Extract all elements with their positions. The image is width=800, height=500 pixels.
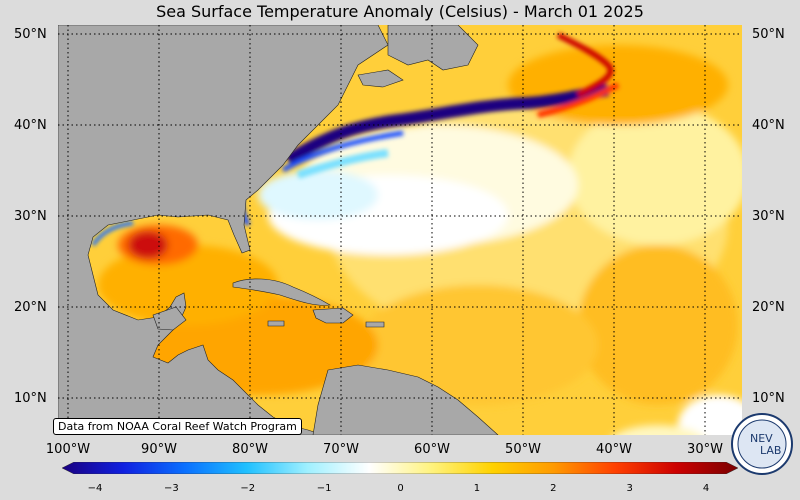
- nevlab-logo: NEV LAB: [731, 413, 793, 475]
- lat-label: 30°N: [14, 209, 47, 224]
- lat-label: 10°N: [752, 391, 785, 406]
- lon-label: 50°W: [505, 442, 541, 457]
- sst-anomaly-map: [58, 25, 742, 435]
- lon-label: 30°W: [687, 442, 723, 457]
- logo-text-top: NEV: [750, 432, 773, 445]
- lat-label: 20°N: [752, 300, 785, 315]
- lat-label: 10°N: [14, 391, 47, 406]
- lat-label: 50°N: [752, 27, 785, 42]
- map-title: Sea Surface Temperature Anomaly (Celsius…: [156, 2, 644, 21]
- colorbar-tick-label: 0: [397, 483, 404, 494]
- colorbar-tick-label: −1: [316, 483, 332, 494]
- lon-label: 40°W: [596, 442, 632, 457]
- colorbar-fill: [62, 462, 738, 474]
- colorbar-tick-label: −2: [240, 483, 256, 494]
- lat-label: 50°N: [14, 27, 47, 42]
- lon-label: 60°W: [414, 442, 450, 457]
- colorbar-tick-label: −4: [87, 483, 103, 494]
- lat-label: 40°N: [752, 118, 785, 133]
- colorbar-tick-label: 1: [473, 483, 481, 494]
- gulf-stream-front: [91, 32, 620, 247]
- graticule: [58, 25, 742, 435]
- lon-label: 100°W: [45, 442, 91, 457]
- lat-label: 40°N: [14, 118, 47, 133]
- data-credit: Data from NOAA Coral Reef Watch Program: [53, 418, 302, 435]
- colorbar: [62, 462, 738, 474]
- colorbar-tick-label: −3: [164, 483, 179, 494]
- lat-label: 30°N: [752, 209, 785, 224]
- lat-label: 20°N: [14, 300, 47, 315]
- lon-label: 70°W: [323, 442, 359, 457]
- land-masses: [58, 25, 499, 435]
- colorbar-tick-label: 2: [550, 483, 557, 494]
- lon-label: 90°W: [141, 442, 177, 457]
- logo-text-bottom: LAB: [760, 444, 781, 457]
- lon-label: 80°W: [232, 442, 268, 457]
- colorbar-tick-label: 3: [626, 483, 633, 494]
- colorbar-tick-label: 4: [702, 483, 710, 494]
